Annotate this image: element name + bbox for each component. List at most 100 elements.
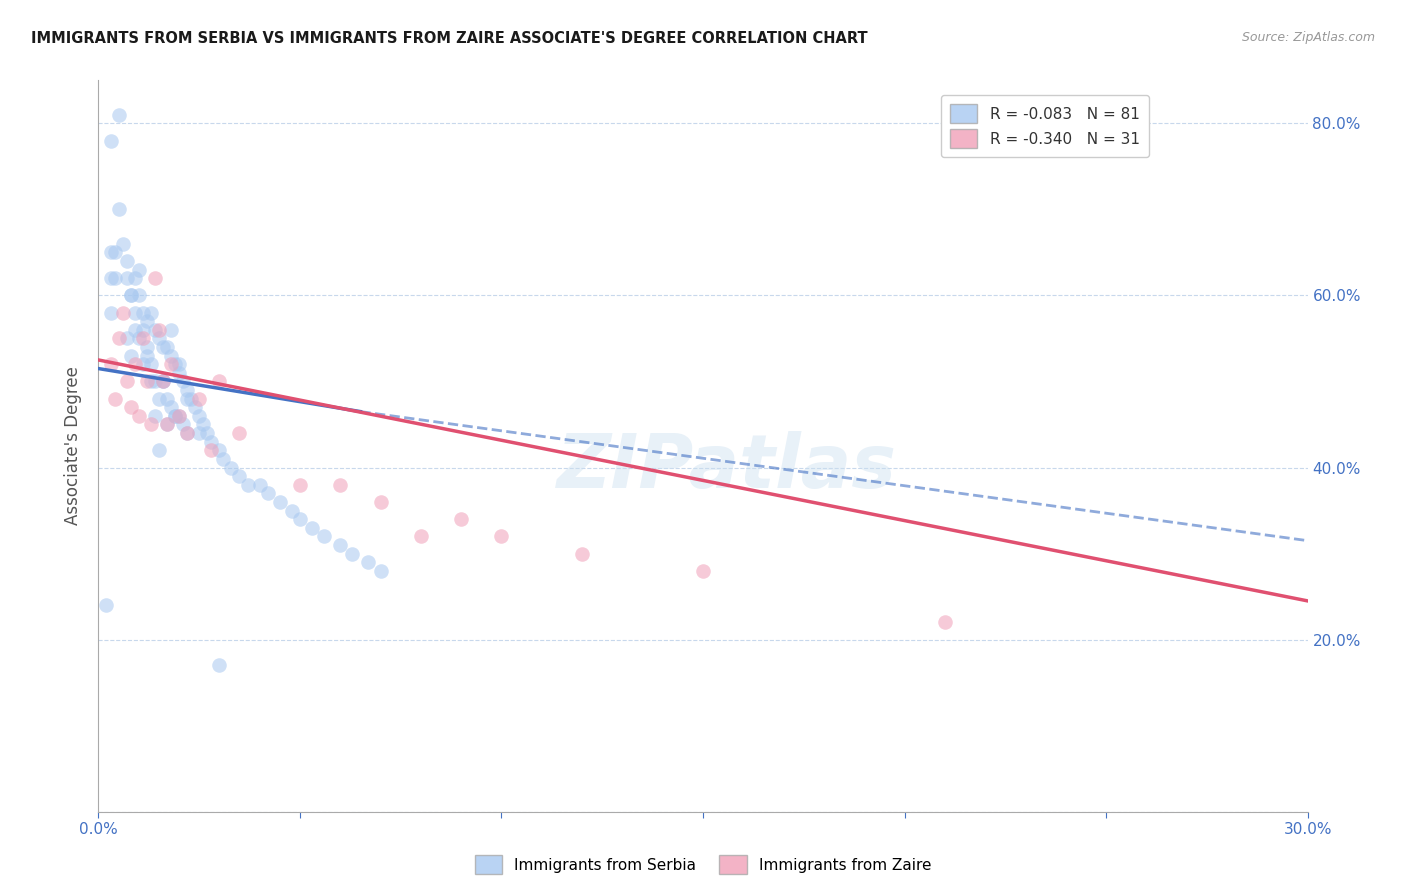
Point (370, 564, 392, 578)
Point (160, 349, 183, 363)
Point (208, 658, 231, 673)
Point (180, 392, 202, 406)
Point (124, 305, 146, 319)
Point (132, 305, 155, 319)
Point (314, 529, 336, 543)
Point (132, 357, 155, 371)
Point (139, 305, 162, 319)
Point (167, 409, 190, 423)
Point (195, 426, 218, 441)
Point (128, 262, 150, 277)
Point (135, 375, 157, 389)
Point (208, 375, 231, 389)
Point (139, 357, 162, 371)
Point (172, 375, 194, 389)
Point (128, 288, 150, 302)
Point (342, 547, 364, 561)
Point (176, 383, 198, 397)
Point (160, 401, 183, 415)
Point (160, 323, 183, 337)
Point (120, 401, 142, 415)
Point (188, 426, 211, 441)
Text: ZIPatlas: ZIPatlas (557, 432, 897, 505)
Point (135, 314, 157, 328)
Point (148, 392, 170, 406)
Point (370, 495, 392, 509)
Point (107, 202, 129, 217)
Point (188, 392, 211, 406)
Point (167, 409, 190, 423)
Point (281, 503, 304, 517)
Point (249, 477, 271, 491)
Point (115, 271, 138, 285)
Point (132, 331, 155, 345)
Point (128, 331, 150, 345)
Point (329, 538, 352, 552)
Point (269, 495, 291, 509)
Point (163, 409, 186, 423)
Point (212, 451, 235, 466)
Point (107, 108, 129, 122)
Point (143, 375, 166, 389)
Point (143, 409, 166, 423)
Point (148, 323, 170, 337)
Point (228, 426, 250, 441)
Point (107, 331, 129, 345)
Point (160, 357, 183, 371)
Point (163, 357, 186, 371)
Point (163, 409, 186, 423)
Text: Source: ZipAtlas.com: Source: ZipAtlas.com (1241, 31, 1375, 45)
Point (148, 443, 170, 458)
Point (184, 401, 207, 415)
Point (135, 349, 157, 363)
Point (128, 409, 150, 423)
Point (301, 521, 323, 535)
Point (200, 434, 222, 449)
Point (491, 529, 513, 543)
Point (143, 271, 166, 285)
Point (188, 409, 211, 423)
Point (156, 417, 179, 432)
Point (132, 323, 155, 337)
Point (288, 512, 311, 526)
Point (156, 392, 179, 406)
Point (143, 323, 166, 337)
Legend: Immigrants from Serbia, Immigrants from Zaire: Immigrants from Serbia, Immigrants from … (468, 849, 938, 880)
Point (103, 271, 125, 285)
Point (176, 426, 198, 441)
Point (288, 477, 311, 491)
Point (96, 598, 118, 612)
Point (176, 392, 198, 406)
Point (167, 366, 190, 380)
Point (148, 331, 170, 345)
Point (176, 426, 198, 441)
Point (124, 357, 146, 371)
Point (329, 477, 352, 491)
Point (139, 375, 162, 389)
Point (357, 555, 380, 569)
Point (115, 375, 138, 389)
Point (152, 375, 174, 389)
Point (236, 477, 259, 491)
Point (156, 340, 179, 354)
Point (124, 271, 146, 285)
Point (115, 331, 138, 345)
Point (103, 392, 125, 406)
Point (120, 288, 142, 302)
Point (450, 512, 472, 526)
Point (152, 340, 174, 354)
Text: IMMIGRANTS FROM SERBIA VS IMMIGRANTS FROM ZAIRE ASSOCIATE'S DEGREE CORRELATION C: IMMIGRANTS FROM SERBIA VS IMMIGRANTS FRO… (31, 31, 868, 46)
Point (103, 245, 125, 260)
Point (692, 564, 714, 578)
Point (100, 357, 122, 371)
Point (139, 417, 162, 432)
Point (200, 443, 222, 458)
Point (100, 245, 122, 260)
Point (120, 288, 142, 302)
Point (172, 417, 194, 432)
Point (120, 349, 142, 363)
Y-axis label: Associate's Degree: Associate's Degree (65, 367, 83, 525)
Point (152, 375, 174, 389)
Point (208, 443, 231, 458)
Point (124, 323, 146, 337)
